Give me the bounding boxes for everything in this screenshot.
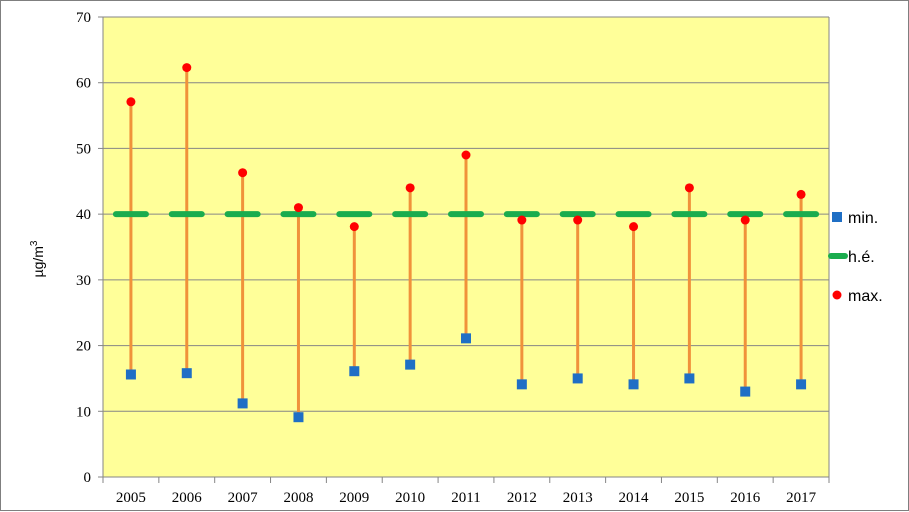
max-marker xyxy=(182,63,192,73)
x-tick-label: 2007 xyxy=(228,490,259,506)
legend-min-swatch xyxy=(832,212,842,222)
y-tick-label: 50 xyxy=(76,141,91,157)
data-marks xyxy=(112,63,820,423)
min-marker xyxy=(181,368,192,379)
y-tick-label: 10 xyxy=(76,404,91,420)
x-tick-label: 2010 xyxy=(395,490,425,506)
y-tick-label: 70 xyxy=(76,10,91,26)
min-marker xyxy=(628,379,639,390)
max-marker xyxy=(740,215,750,225)
x-tick-label: 2015 xyxy=(674,490,704,506)
max-marker xyxy=(517,215,527,225)
x-tick-label: 2017 xyxy=(786,490,817,506)
max-marker xyxy=(573,215,583,225)
y-tick-label: 20 xyxy=(76,339,91,355)
min-marker xyxy=(293,412,304,423)
y-tick-label: 40 xyxy=(76,207,91,223)
x-tick-label: 2012 xyxy=(507,490,537,506)
legend-label: max. xyxy=(848,288,883,305)
min-marker xyxy=(237,398,248,409)
max-marker xyxy=(126,97,136,107)
min-marker xyxy=(796,379,807,390)
x-tick-label: 2011 xyxy=(451,490,480,506)
x-tick-label: 2006 xyxy=(172,490,203,506)
y-axis-label-unit: µg/m xyxy=(30,246,46,277)
range-lines xyxy=(129,67,803,418)
min-marker xyxy=(349,366,360,377)
y-tick-label: 0 xyxy=(84,470,92,486)
max-marker xyxy=(349,222,359,232)
max-marker xyxy=(684,183,694,193)
min-marker xyxy=(740,386,751,397)
min-marker xyxy=(125,369,136,380)
min-marker xyxy=(461,333,471,344)
x-tick-label: 2008 xyxy=(283,490,313,506)
max-marker xyxy=(238,168,248,178)
max-marker xyxy=(629,222,639,232)
max-marker xyxy=(405,183,415,193)
axes: 0 10 20 30 40 50 60 70 2005 2006 2007 2008 2009 2010 2… xyxy=(76,10,830,506)
max-marker xyxy=(461,150,471,160)
x-tick-label: 2009 xyxy=(339,490,369,506)
min-marker xyxy=(516,379,527,390)
legend-max-swatch xyxy=(832,290,842,300)
legend-label: min. xyxy=(848,210,878,227)
max-marker xyxy=(293,203,303,213)
y-axis-title: µg/m3 xyxy=(29,240,46,277)
y-tick-label: 60 xyxy=(76,76,91,92)
min-marker xyxy=(684,373,695,384)
x-tick-label: 2016 xyxy=(730,490,761,506)
min-marker xyxy=(405,359,416,370)
x-tick-label: 2013 xyxy=(563,490,593,506)
x-tick-label: 2005 xyxy=(116,490,146,506)
x-tick-label: 2014 xyxy=(619,490,650,506)
max-marker xyxy=(796,189,806,199)
y-axis-label: µg/m3 xyxy=(29,240,46,277)
min-marker xyxy=(572,373,583,384)
y-tick-label: 30 xyxy=(76,273,91,289)
legend-label: h.é. xyxy=(848,249,875,266)
y-axis-label-superscript: 3 xyxy=(29,240,40,246)
legend: min. h.é. max. xyxy=(828,210,883,305)
